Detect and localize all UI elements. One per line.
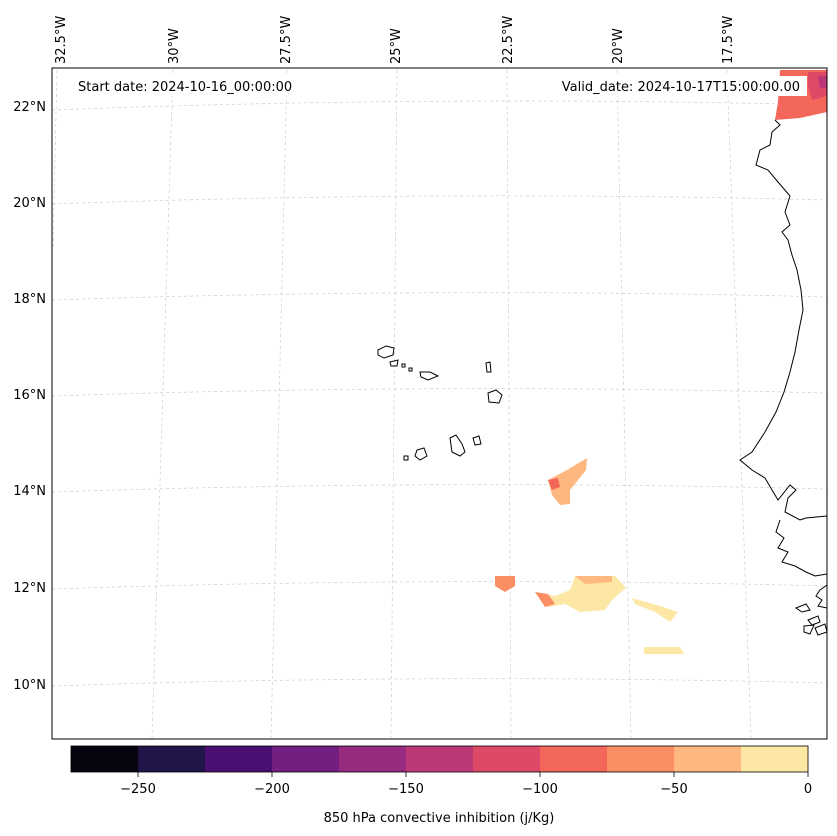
colorbar-swatch <box>71 746 139 772</box>
colorbar-swatch <box>473 746 541 772</box>
map-frame <box>51 67 828 740</box>
valid-date-box <box>540 76 807 96</box>
lon-label: 32.5°W <box>54 16 69 64</box>
lat-label: 20°N <box>13 196 46 211</box>
lat-label: 18°N <box>13 292 46 307</box>
colorbar-swatch <box>205 746 273 772</box>
colorbar-swatch <box>607 746 675 772</box>
map-background <box>52 68 827 739</box>
colorbar-tick-label: −150 <box>388 782 424 797</box>
lat-label: 10°N <box>13 678 46 693</box>
colorbar-swatch <box>339 746 407 772</box>
lat-label: 12°N <box>13 581 46 596</box>
lat-label: 22°N <box>13 100 46 115</box>
start-date-box <box>70 76 322 96</box>
colorbar-tick-label: −100 <box>522 782 558 797</box>
colorbar-ticks <box>137 772 809 777</box>
lat-label: 14°N <box>13 484 46 499</box>
lon-label: 17.5°W <box>721 16 736 64</box>
colorbar-frame <box>70 745 809 773</box>
colorbar-swatches <box>71 746 809 772</box>
longitude-labels: 32.5°W 30°W 27.5°W 25°W 22.5°W 20°W 17.5… <box>54 16 736 64</box>
cin-fill-south <box>495 576 684 654</box>
lon-label: 22.5°W <box>501 16 516 64</box>
colorbar-swatch <box>741 746 809 772</box>
african-coastline <box>739 119 827 636</box>
cape-verde-islands <box>377 345 503 461</box>
lon-label: 20°W <box>611 28 626 64</box>
latitude-labels: 22°N 20°N 18°N 16°N 14°N 12°N 10°N <box>13 100 46 693</box>
colorbar-swatch <box>406 746 474 772</box>
lon-label: 25°W <box>389 28 404 64</box>
cin-fill-central <box>548 458 587 505</box>
colorbar-tick-label: −200 <box>254 782 290 797</box>
colorbar-tick-label: 0 <box>804 782 812 797</box>
colorbar-swatch <box>540 746 608 772</box>
colorbar-tick-labels: −250 −200 −150 −100 −50 0 <box>120 782 812 797</box>
lon-label: 30°W <box>167 28 182 64</box>
valid-date-label: Valid_date: 2024-10-17T15:00:00.00 <box>562 80 800 95</box>
colorbar-tick-label: −50 <box>660 782 687 797</box>
colorbar-tick-label: −250 <box>120 782 156 797</box>
graticule <box>52 69 827 739</box>
colorbar-swatch <box>138 746 206 772</box>
lat-label: 16°N <box>13 388 46 403</box>
start-date-label: Start date: 2024-10-16_00:00:00 <box>78 80 292 95</box>
colorbar-swatch <box>272 746 340 772</box>
colorbar-label: 850 hPa convective inhibition (j/Kg) <box>324 811 555 826</box>
lon-label: 27.5°W <box>279 16 294 64</box>
colorbar-swatch <box>674 746 742 772</box>
colorbar: −250 −200 −150 −100 −50 0 850 hPa convec… <box>70 745 812 826</box>
